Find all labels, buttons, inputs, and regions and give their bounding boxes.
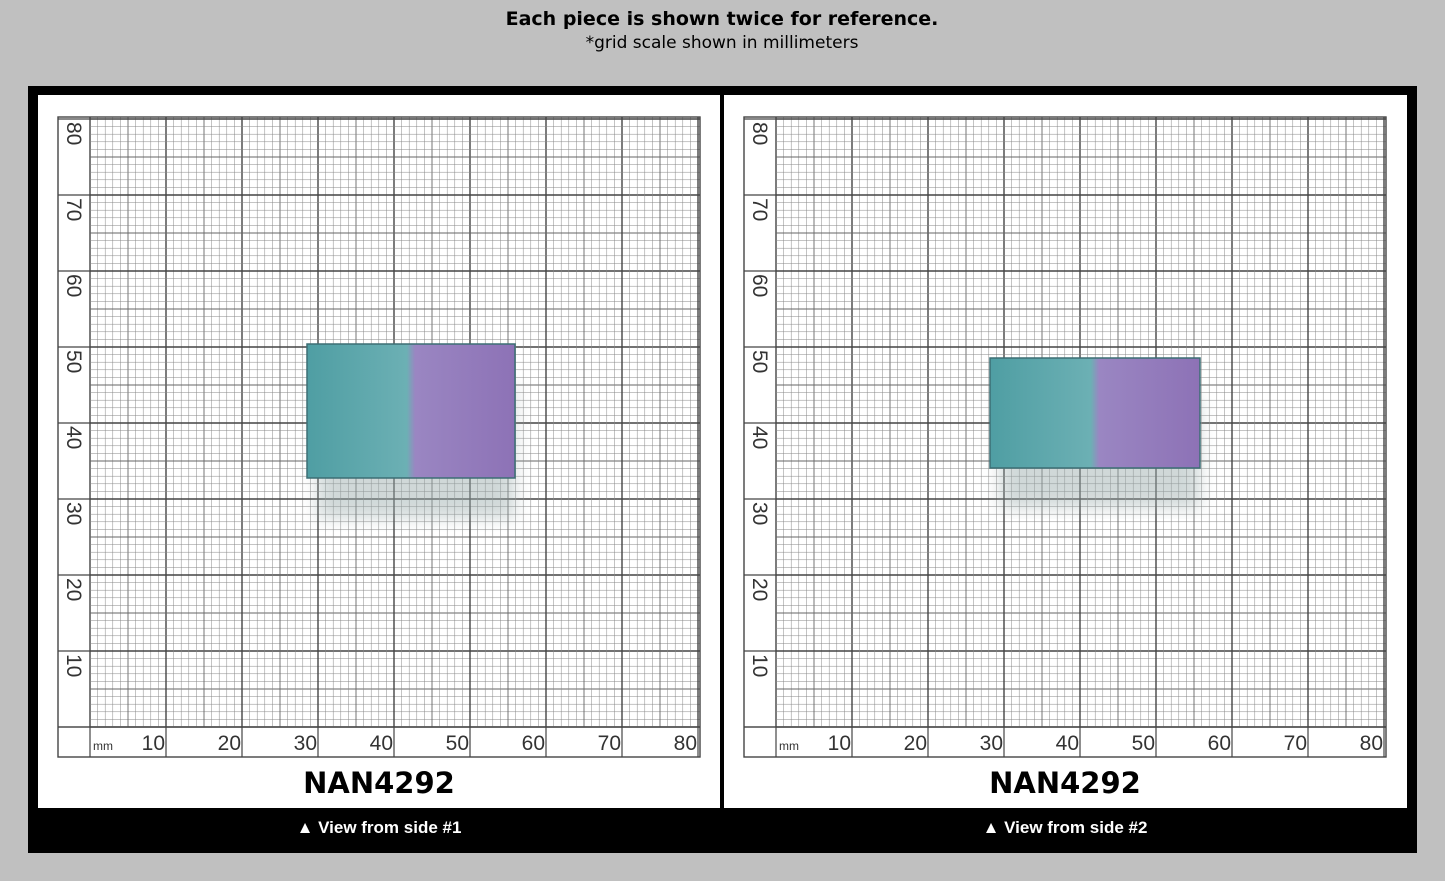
x-grid-label: 30 bbox=[980, 732, 1003, 755]
piece-id: NAN4292 bbox=[303, 766, 455, 800]
y-grid-label: 70 bbox=[62, 198, 85, 221]
x-grid-label: 20 bbox=[904, 732, 927, 755]
x-grid-label: 80 bbox=[674, 732, 697, 755]
piece bbox=[306, 343, 516, 479]
y-grid-label: 80 bbox=[748, 122, 771, 145]
y-grid-label: 10 bbox=[62, 654, 85, 677]
x-grid-label: 10 bbox=[828, 732, 851, 755]
y-grid-label: 20 bbox=[62, 578, 85, 601]
y-grid-label: 60 bbox=[748, 274, 771, 297]
y-grid-label: 40 bbox=[748, 426, 771, 449]
y-grid-label: 60 bbox=[62, 274, 85, 297]
panels: mm 10 20 30 40 50 60 70 80 10 20 30 40 50 60 70 80 NAN429… bbox=[57, 116, 1387, 837]
y-grid-label: 50 bbox=[748, 350, 771, 373]
x-grid-label: 10 bbox=[142, 732, 165, 755]
y-grid-label: 10 bbox=[748, 654, 771, 677]
piece-id: NAN4292 bbox=[989, 766, 1141, 800]
caption: ▲ View from side #1 bbox=[297, 818, 462, 837]
x-grid-label: 40 bbox=[370, 732, 393, 755]
x-grid-label: 70 bbox=[598, 732, 621, 755]
x-grid-label: 30 bbox=[294, 732, 317, 755]
subtitle: *grid scale shown in millimeters bbox=[586, 33, 859, 53]
title: Each piece is shown twice for reference. bbox=[506, 8, 939, 30]
grid-border bbox=[57, 116, 701, 758]
caption: ▲ View from side #2 bbox=[983, 818, 1148, 837]
unit-label: mm bbox=[779, 739, 799, 753]
y-grid-label: 20 bbox=[748, 578, 771, 601]
grid-border bbox=[743, 116, 1387, 758]
y-grid-label: 50 bbox=[62, 350, 85, 373]
piece bbox=[989, 357, 1201, 469]
x-grid-label: 70 bbox=[1284, 732, 1307, 755]
y-grid-label: 40 bbox=[62, 426, 85, 449]
x-grid-label: 60 bbox=[1208, 732, 1231, 755]
y-grid-label: 30 bbox=[748, 502, 771, 525]
y-grid-label: 30 bbox=[62, 502, 85, 525]
x-grid-label: 40 bbox=[1056, 732, 1079, 755]
panel: mm 10 20 30 40 50 60 70 80 10 20 30 40 50 60 70 80 NAN429… bbox=[57, 116, 701, 837]
x-grid-label: 60 bbox=[522, 732, 545, 755]
x-grid-label: 50 bbox=[446, 732, 469, 755]
panel: mm 10 20 30 40 50 60 70 80 10 20 30 40 50 60 70 80 NAN429… bbox=[743, 116, 1387, 837]
y-grid-label: 80 bbox=[62, 122, 85, 145]
unit-label: mm bbox=[93, 739, 113, 753]
x-grid-label: 20 bbox=[218, 732, 241, 755]
x-grid-label: 50 bbox=[1132, 732, 1155, 755]
x-grid-label: 80 bbox=[1360, 732, 1383, 755]
y-grid-label: 70 bbox=[748, 198, 771, 221]
